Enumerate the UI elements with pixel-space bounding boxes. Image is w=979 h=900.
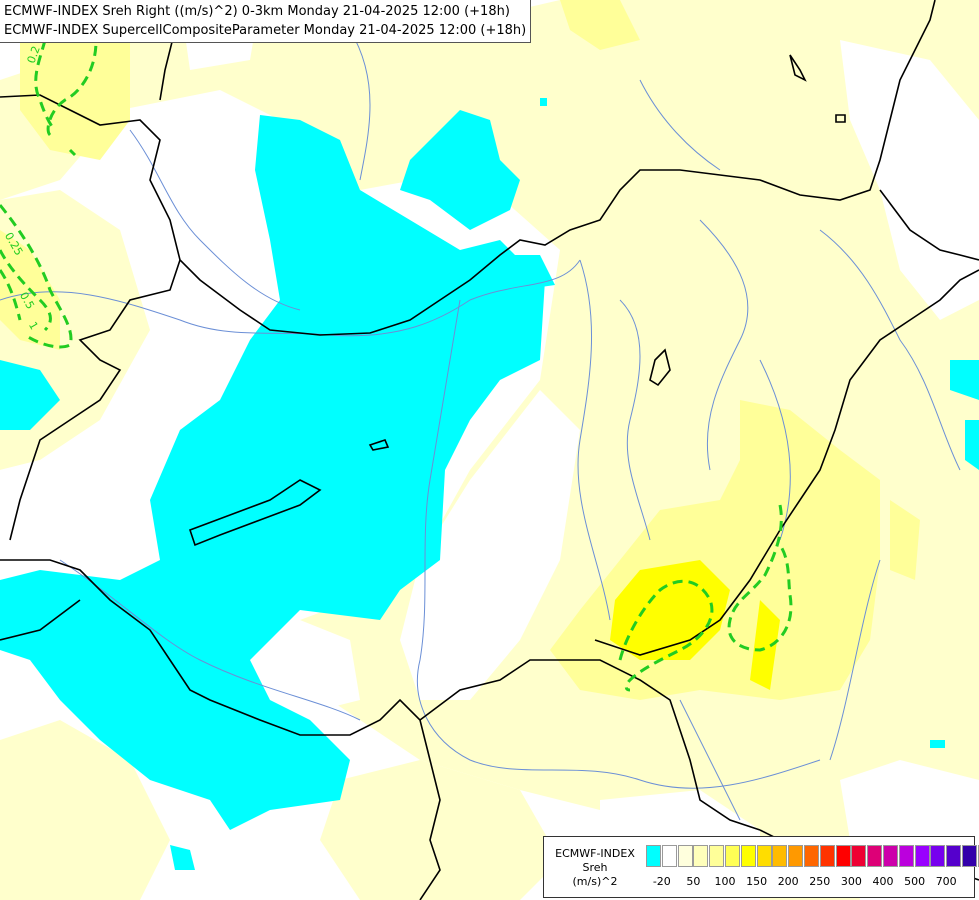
legend-swatch [946,845,962,867]
legend-tick-label: 400 [872,875,894,888]
legend-tick-label: 250 [809,875,831,888]
legend-swatch [898,845,914,867]
title-line-sreh: ECMWF-INDEX Sreh Right ((m/s)^2) 0-3km M… [4,4,510,19]
legend-swatch [740,845,756,867]
legend-swatch [788,845,804,867]
legend-title-line1: ECMWF-INDEX [555,847,635,860]
legend-title-line3: (m/s)^2 [572,875,618,888]
legend-swatch [819,845,835,867]
legend-tick-label: 300 [840,875,862,888]
color-legend: ECMWF-INDEX Sreh (m/s)^2 -20 50 100 150 200 2… [543,836,979,898]
legend-tick-label: 150 [746,875,768,888]
legend-swatch [804,845,819,867]
legend-swatch [677,845,693,867]
legend-title: ECMWF-INDEX Sreh (m/s)^2 [548,847,642,889]
legend-swatch [930,845,946,867]
legend-tick-label: 500 [904,875,926,888]
legend-swatch [772,845,788,867]
legend-swatch [835,845,851,867]
legend-tick-label: 50 [686,875,701,888]
legend-tick-label: 100 [714,875,736,888]
legend-swatch [646,845,661,867]
legend-swatch [883,845,898,867]
legend-tick-label: 700 [935,875,957,888]
legend-swatch [914,845,930,867]
legend-swatch [693,845,709,867]
scp-contours [0,29,793,692]
sreh-field-cyan [0,98,979,870]
legend-swatch [962,845,977,867]
legend-swatch [977,845,979,867]
legend-swatch [851,845,867,867]
legend-swatch [725,845,740,867]
legend-swatch [709,845,725,867]
contour-label-0.2: 0.2 [25,44,43,65]
legend-swatch [756,845,772,867]
legend-swatch [661,845,677,867]
legend-swatch [867,845,883,867]
map-title: ECMWF-INDEX Sreh Right ((m/s)^2) 0-3km M… [0,0,532,43]
title-line-scp: ECMWF-INDEX SupercellCompositeParameter … [4,23,527,38]
legend-tick-label: 200 [777,875,799,888]
legend-tick-label: -20 [652,875,671,888]
legend-title-line2: Sreh [582,861,608,874]
